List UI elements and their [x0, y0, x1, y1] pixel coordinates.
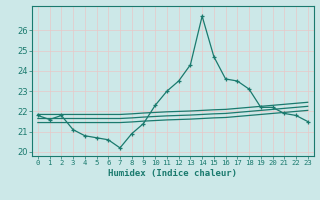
X-axis label: Humidex (Indice chaleur): Humidex (Indice chaleur) [108, 169, 237, 178]
